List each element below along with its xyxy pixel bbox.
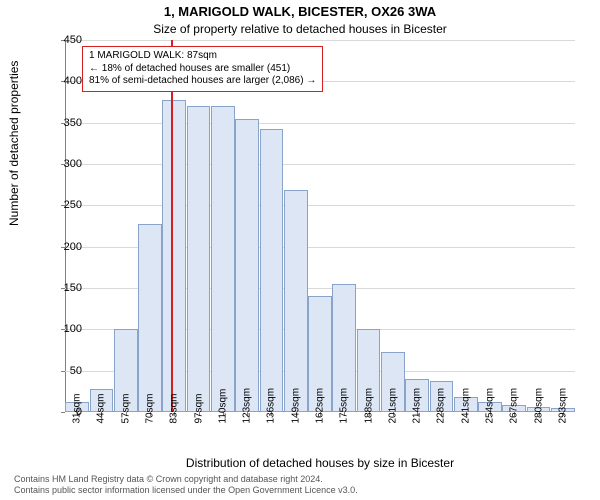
y-tick-label: 400	[42, 75, 82, 87]
histogram-bar	[187, 106, 211, 412]
gridline	[65, 205, 575, 206]
gridline	[65, 123, 575, 124]
annotation-line-3: 81% of semi-detached houses are larger (…	[89, 75, 316, 88]
histogram-chart	[65, 40, 575, 412]
histogram-bar	[235, 119, 259, 412]
y-axis-line	[65, 40, 66, 412]
property-marker-line	[171, 40, 173, 412]
histogram-bar	[260, 129, 284, 412]
y-axis-title: Number of detached properties	[7, 61, 21, 226]
y-tick-label: 350	[42, 117, 82, 129]
annotation-line-1: 1 MARIGOLD WALK: 87sqm	[89, 50, 316, 63]
annotation-box: 1 MARIGOLD WALK: 87sqm ← 18% of detached…	[82, 46, 323, 92]
y-tick-label: 100	[42, 323, 82, 335]
y-tick-label: 150	[42, 282, 82, 294]
attribution-line-1: Contains HM Land Registry data © Crown c…	[14, 474, 358, 485]
attribution-line-2: Contains public sector information licen…	[14, 485, 358, 496]
plot-area	[65, 40, 575, 412]
y-tick-label: 50	[42, 365, 82, 377]
gridline	[65, 164, 575, 165]
y-tick-label: 250	[42, 199, 82, 211]
annotation-line-2: ← 18% of detached houses are smaller (45…	[89, 63, 316, 76]
y-tick-label: 450	[42, 34, 82, 46]
chart-title-main: 1, MARIGOLD WALK, BICESTER, OX26 3WA	[0, 4, 600, 19]
histogram-bar	[284, 190, 308, 412]
gridline	[65, 40, 575, 41]
histogram-bar	[162, 100, 186, 412]
chart-title-sub: Size of property relative to detached ho…	[0, 22, 600, 36]
histogram-bar	[138, 224, 162, 412]
attribution-footer: Contains HM Land Registry data © Crown c…	[14, 474, 358, 496]
y-tick-label: 200	[42, 241, 82, 253]
histogram-bar	[211, 106, 235, 412]
y-tick-label: 300	[42, 158, 82, 170]
x-axis-title: Distribution of detached houses by size …	[65, 456, 575, 470]
